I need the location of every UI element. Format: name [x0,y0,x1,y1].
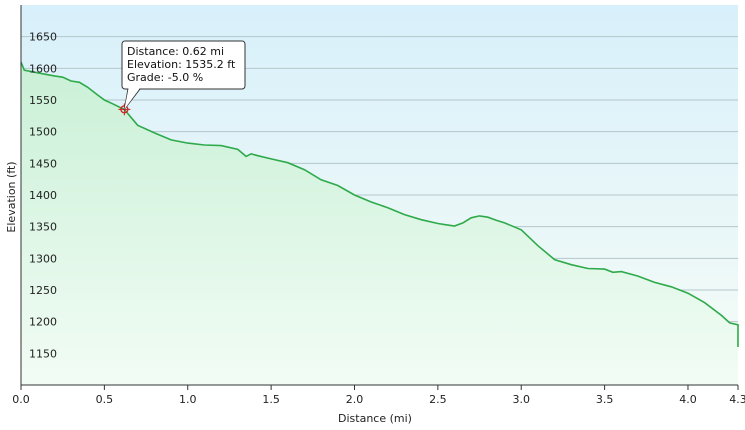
tooltip-pointer [123,88,141,110]
x-tick-label: 1.5 [262,393,280,406]
x-tick-label: 0.5 [96,393,114,406]
x-tick-label: 2.5 [429,393,447,406]
x-tick-label: 0.0 [12,393,30,406]
y-tick-label: 1200 [29,316,57,329]
y-tick-label: 1150 [29,347,57,360]
y-tick-label: 1400 [29,189,57,202]
x-tick-label: 1.0 [179,393,197,406]
y-tick-label: 1350 [29,221,57,234]
y-axis-ticks: 1150 1200 1250 1300 1350 1400 1450 1500 1550 1600… [29,31,57,361]
y-tick-label: 1500 [29,126,57,139]
x-tick-label: 4.3 [729,393,745,406]
tooltip-distance: Distance: 0.62 mi [127,45,224,58]
y-tick-label: 1550 [29,94,57,107]
x-axis-title: Distance (mi) [338,412,412,425]
tooltip-box [121,40,246,90]
x-tick-label: 3.0 [512,393,530,406]
y-tick-label: 1650 [29,31,57,44]
y-tick-label: 1300 [29,252,57,265]
hover-tooltip: Distance: 0.62 mi Elevation: 1535.2 ft G… [121,40,246,110]
y-tick-label: 1450 [29,157,57,170]
tooltip-pointer [123,88,129,110]
tooltip-grade: Grade: -5.0 % [127,71,203,84]
elevation-line [20,61,739,347]
x-tick-label: 3.5 [596,393,614,406]
tooltip-elevation: Elevation: 1535.2 ft [127,58,236,71]
y-tick-label: 1600 [29,62,57,75]
y-axis-title: Elevation (ft) [5,161,18,232]
tooltip-notch [124,88,140,110]
y-tick-label: 1250 [29,284,57,297]
elevation-area [21,62,738,385]
x-tick-label: 2.0 [346,393,364,406]
x-axis-ticks: 0.0 0.5 1.0 1.5 2.0 2.5 3.0 3.5 4.0 4.3 [12,385,745,406]
x-tick-label: 4.0 [679,393,697,406]
